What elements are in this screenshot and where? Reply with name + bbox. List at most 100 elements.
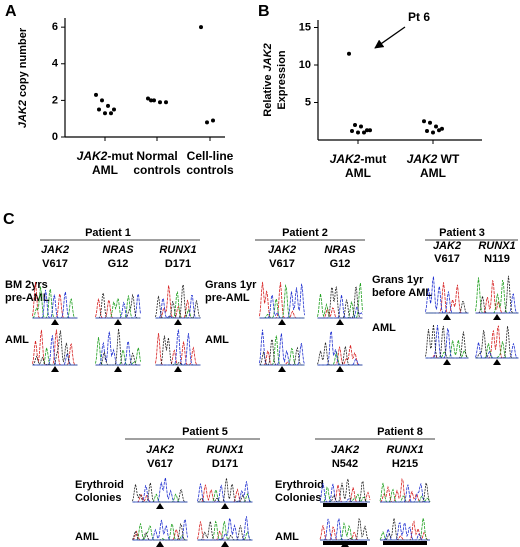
chromatogram-trace xyxy=(259,283,305,319)
x-tick-label: Cell-line xyxy=(187,149,234,163)
patient-title: Patient 2 xyxy=(282,227,328,239)
mutation: H215 xyxy=(392,458,418,470)
mutation-marker xyxy=(443,314,451,320)
chromatogram-trace xyxy=(380,483,430,503)
x-tick-label: JAK2-mut xyxy=(77,149,134,163)
mutation-marker xyxy=(51,366,59,372)
data-point xyxy=(94,92,98,97)
data-point xyxy=(356,130,360,135)
sample-label: AML xyxy=(275,531,299,543)
data-point xyxy=(440,126,444,131)
mutation-marker xyxy=(341,541,349,547)
gene-name: RUNX1 xyxy=(478,240,515,252)
chromatogram-trace xyxy=(197,520,253,541)
data-point xyxy=(100,98,104,103)
x-tick-label: AML xyxy=(345,166,371,180)
gene-name: NRAS xyxy=(102,244,134,256)
chromatogram-trace xyxy=(320,486,370,503)
chromatogram-trace xyxy=(475,325,519,359)
data-point xyxy=(347,51,351,56)
sample-label: AML xyxy=(205,334,229,346)
patient-title: Patient 1 xyxy=(85,227,131,239)
gene-name: RUNX1 xyxy=(386,444,423,456)
sample-label: pre-AML xyxy=(205,292,250,304)
mutation: V617 xyxy=(147,458,173,470)
gene-name: NRAS xyxy=(324,244,356,256)
y-tick-label: 10 xyxy=(299,59,311,71)
data-point xyxy=(425,129,429,133)
mutation-marker xyxy=(51,319,59,325)
sample-label: AML xyxy=(372,322,396,334)
mutation: G12 xyxy=(108,258,129,270)
y-axis-label: Expression xyxy=(276,50,288,110)
gene-name: JAK2 xyxy=(331,444,359,456)
mutation: N119 xyxy=(484,253,510,265)
patient-title: Patient 3 xyxy=(439,227,485,239)
data-point xyxy=(103,111,107,116)
gene-name: RUNX1 xyxy=(206,444,243,456)
data-point xyxy=(164,100,168,105)
x-tick-label: controls xyxy=(186,163,234,177)
data-point xyxy=(434,124,438,129)
mutation: V617 xyxy=(269,258,295,270)
mutation-marker xyxy=(443,359,451,365)
data-point xyxy=(109,111,113,116)
gene-name: JAK2 xyxy=(268,244,296,256)
region-bar xyxy=(323,503,367,507)
data-point xyxy=(205,120,209,125)
x-tick-label: JAK2-mut xyxy=(330,152,387,166)
region-bar xyxy=(383,541,427,545)
y-tick-label: 6 xyxy=(52,21,58,33)
sample-label: Grans 1yr xyxy=(372,274,424,286)
annotation-arrow xyxy=(374,26,406,49)
mutation-marker xyxy=(221,503,229,509)
data-point xyxy=(350,129,354,133)
data-point xyxy=(211,118,215,123)
chromatogram-trace xyxy=(319,483,370,503)
sample-label: before AML xyxy=(372,287,432,299)
y-axis-label: Relative JAK2 xyxy=(262,43,274,116)
y-tick-label: 5 xyxy=(305,96,311,108)
chromatogram-trace xyxy=(95,328,141,366)
panel-letter: A xyxy=(5,3,17,20)
mutation-marker xyxy=(156,503,164,509)
x-tick-label: controls xyxy=(133,163,181,177)
data-point xyxy=(146,96,150,101)
chromatogram-trace xyxy=(132,518,188,541)
x-tick-label: Normal xyxy=(136,149,177,163)
mutation-marker xyxy=(278,366,286,372)
data-point xyxy=(437,128,441,133)
data-point xyxy=(158,100,162,105)
mutation-marker xyxy=(156,541,164,547)
chromatogram-trace xyxy=(317,294,363,319)
mutation: V617 xyxy=(434,253,460,265)
patient-title: Patient 5 xyxy=(182,426,228,438)
sample-label: Erythroid xyxy=(275,479,324,491)
mutation-marker xyxy=(493,359,501,365)
mutation-marker xyxy=(114,366,122,372)
chromatogram-trace xyxy=(197,516,253,541)
sample-label: Colonies xyxy=(275,492,321,504)
gene-name: JAK2 xyxy=(146,444,174,456)
y-tick-label: 0 xyxy=(52,131,58,143)
data-point xyxy=(365,128,369,133)
sample-label: AML xyxy=(75,531,99,543)
mutation-marker xyxy=(114,319,122,325)
sample-label: BM 2yrs xyxy=(5,279,48,291)
chromatogram-trace xyxy=(425,324,469,359)
gene-name: JAK2 xyxy=(433,240,461,252)
data-point xyxy=(97,107,101,112)
data-point xyxy=(422,119,426,124)
chromatogram-trace xyxy=(475,326,519,359)
mutation: N542 xyxy=(332,458,358,470)
data-point xyxy=(428,120,432,125)
chromatogram-trace xyxy=(197,477,253,503)
annotation: Pt 6 xyxy=(408,10,430,24)
chromatogram-trace xyxy=(317,329,363,366)
gene-name: RUNX1 xyxy=(159,244,196,256)
x-tick-label: AML xyxy=(420,166,446,180)
data-point xyxy=(152,98,156,103)
data-point xyxy=(431,130,435,135)
chromatogram-trace xyxy=(32,335,78,366)
